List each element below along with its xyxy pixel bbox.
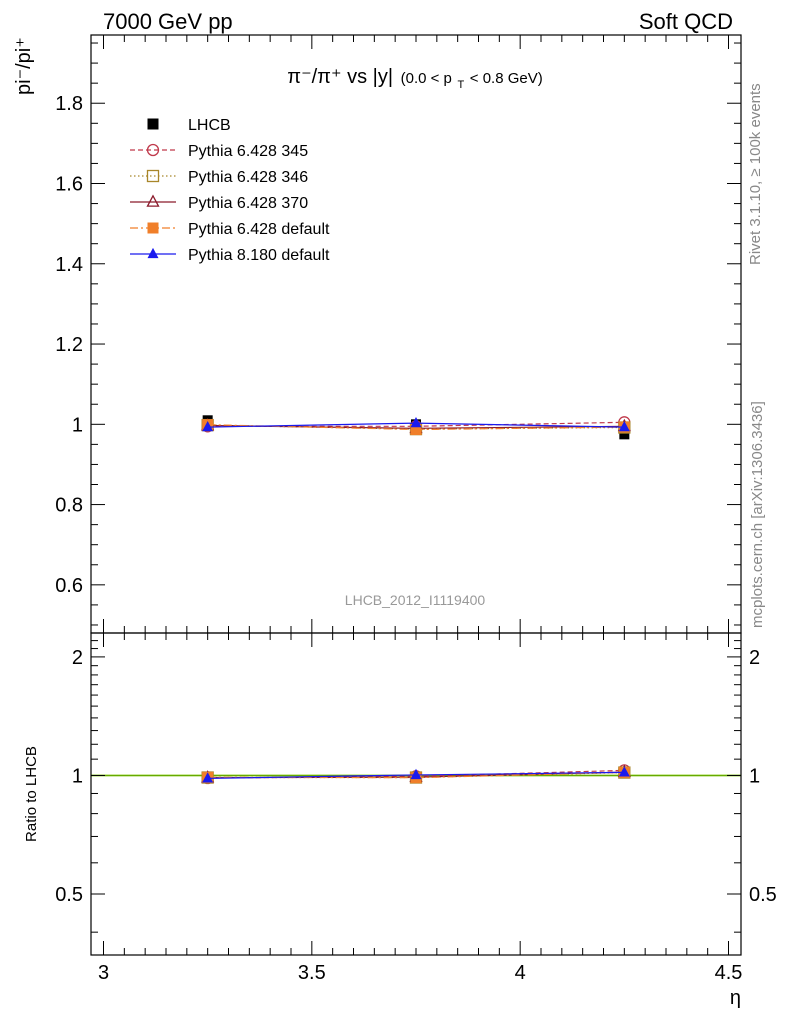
legend-marker-p345 (146, 143, 160, 157)
ratio-y-tick-label: 0.5 (55, 884, 83, 906)
main-y-tick-label: 1.4 (55, 254, 83, 276)
legend-marker-p346 (146, 169, 160, 183)
header-right: Soft QCD (639, 9, 733, 34)
ratio-panel: 0.5 0.5 1 1 2 2 3 3.5 4 4.5 Ratio to LHCB η (23, 632, 777, 1009)
legend-marker-p6def (147, 222, 159, 234)
x-axis-label: η (730, 987, 741, 1009)
legend-label-p370: Pythia 6.428 370 (188, 195, 308, 212)
title-cut: (0.0 < p (401, 70, 452, 87)
main-y-tick-label: 1.2 (55, 334, 83, 356)
main-point-p8def (618, 420, 630, 432)
ratio-y-axis-label: Ratio to LHCB (23, 746, 40, 842)
ratio-frame (90, 632, 742, 956)
legend-marker-lhcb (147, 118, 159, 130)
ratio-y-tick-label: 2 (72, 647, 83, 669)
x-tick-label: 3 (98, 962, 109, 984)
ratio-y-tick-label: 1 (72, 765, 83, 787)
main-point-p8def (202, 420, 214, 432)
ratio-y-tick-label-right: 2 (749, 647, 760, 669)
x-tick-label: 4 (515, 962, 526, 984)
main-y-tick-labels: 0.6 0.8 1 1.2 1.4 1.6 1.8 (55, 93, 83, 597)
legend-label-p346: Pythia 6.428 346 (188, 169, 308, 186)
x-tick-label: 3.5 (298, 962, 326, 984)
main-series (201, 415, 631, 440)
x-tick-labels: 3 3.5 4 4.5 (98, 962, 742, 984)
main-point-p6def (410, 424, 422, 436)
ratio-y-tick-labels: 0.5 0.5 1 1 2 2 (55, 647, 777, 906)
ratio-series (201, 764, 631, 785)
legend-label-p6def: Pythia 6.428 default (188, 221, 330, 238)
main-point-lhcb (619, 429, 630, 440)
header-left: 7000 GeV pp (103, 9, 233, 34)
legend: LHCB Pythia 6.428 345 Pythia 6.428 346 Pyth… (130, 117, 330, 264)
main-y-tick-label: 1.8 (55, 93, 83, 115)
main-panel: 0.6 0.8 1 1.2 1.4 1.6 1.8 LHCB_2012_I1119400 p… (13, 34, 742, 634)
main-y-tick-label: 0.6 (55, 575, 83, 597)
legend-marker-p8def (147, 247, 159, 259)
title-cut-sub: T (457, 79, 464, 91)
title-cut-close: < 0.8 GeV) (470, 70, 543, 87)
title-main: π⁻/π⁺ vs |y| (287, 66, 393, 88)
rivet-version-text: Rivet 3.1.10, ≥ 100k events (747, 83, 764, 265)
main-title: π⁻/π⁺ vs |y| (0.0 < p T < 0.8 GeV) (287, 66, 542, 93)
legend-label-p345: Pythia 6.428 345 (188, 143, 308, 160)
ratio-y-tick-label-right: 1 (749, 765, 760, 787)
main-ticks (91, 35, 741, 633)
main-y-tick-label: 1.6 (55, 173, 83, 195)
ratio-point-p8def (618, 766, 630, 777)
legend-label-p8def: Pythia 8.180 default (188, 247, 330, 264)
legend-label-lhcb: LHCB (188, 117, 231, 134)
analysis-watermark: LHCB_2012_I1119400 (345, 592, 486, 608)
legend-marker-p370 (146, 194, 160, 207)
ratio-y-tick-label-right: 0.5 (749, 884, 777, 906)
x-tick-label: 4.5 (715, 962, 743, 984)
ratio-point-p8def (410, 768, 422, 780)
main-point-p8def (410, 416, 422, 428)
main-y-axis-label: pi⁻/pi⁺ (13, 37, 35, 95)
main-y-tick-label: 1 (72, 414, 83, 436)
ratio-ticks (91, 633, 741, 955)
mcplots-reference-text: mcplots.cern.ch [arXiv:1306.3436] (749, 401, 766, 628)
ratio-point-p8def (202, 772, 214, 783)
main-y-tick-label: 0.8 (55, 495, 83, 517)
